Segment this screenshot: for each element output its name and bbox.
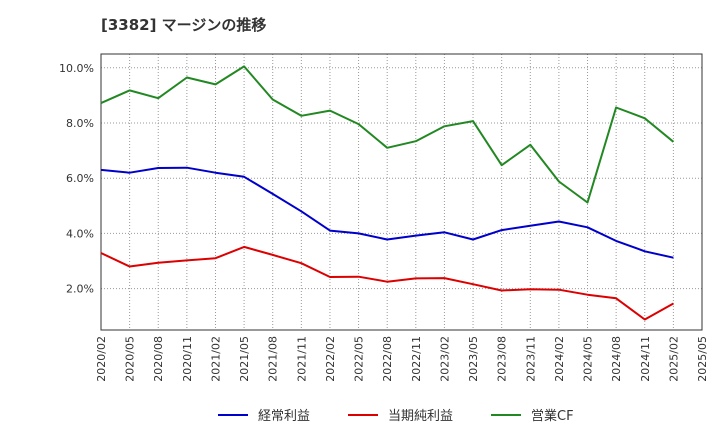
x-tick-label: 2024/02: [553, 336, 566, 382]
x-tick-label: 2023/02: [438, 336, 451, 382]
x-tick-label: 2021/02: [209, 336, 222, 382]
y-axis-ticks: 2.0% 4.0% 6.0% 8.0% 10.0%: [59, 62, 94, 296]
x-tick-label: 2020/02: [95, 336, 108, 382]
y-tick-label: 4.0%: [66, 227, 94, 240]
y-tick-label: 10.0%: [59, 62, 94, 75]
x-tick-label: 2022/08: [381, 336, 394, 382]
x-tick-label: 2020/05: [124, 336, 137, 382]
x-tick-label: 2023/05: [467, 336, 480, 382]
plot-area: [100, 53, 703, 331]
x-tick-label: 2024/05: [582, 336, 595, 382]
legend-label: 経常利益: [258, 409, 310, 424]
x-tick-label: 2021/05: [238, 336, 251, 382]
grid: [100, 54, 703, 330]
x-tick-label: 2024/08: [610, 336, 623, 382]
legend: 経常利益 当期純利益 営業CF: [218, 408, 574, 424]
series-lines: [100, 65, 675, 321]
x-tick-label: 2022/05: [353, 336, 366, 382]
series-line: [100, 65, 675, 204]
x-tick-label: 2025/02: [667, 336, 680, 382]
x-tick-label: 2024/11: [639, 336, 652, 382]
x-tick-label: 2022/11: [410, 336, 423, 382]
legend-label: 営業CF: [531, 408, 574, 424]
legend-label: 当期純利益: [388, 409, 453, 424]
chart-title: [3382] マージンの推移: [101, 16, 267, 34]
x-tick-label: 2023/11: [524, 336, 537, 382]
series-line: [100, 245, 674, 321]
x-tick-label: 2021/11: [295, 336, 308, 382]
series-line: [100, 166, 674, 259]
x-axis-ticks: 2020/02 2020/05 2020/08 2020/11 2021/02 2021/…: [95, 336, 709, 382]
x-tick-label: 2022/02: [324, 336, 337, 382]
x-tick-label: 2020/08: [152, 336, 165, 382]
y-tick-label: 6.0%: [66, 172, 94, 185]
x-tick-label: 2023/08: [496, 336, 509, 382]
y-tick-label: 2.0%: [66, 283, 94, 296]
x-tick-label: 2025/05: [696, 336, 709, 382]
y-tick-label: 8.0%: [66, 117, 94, 130]
x-tick-label: 2020/11: [181, 336, 194, 382]
x-tick-label: 2021/08: [267, 336, 280, 382]
